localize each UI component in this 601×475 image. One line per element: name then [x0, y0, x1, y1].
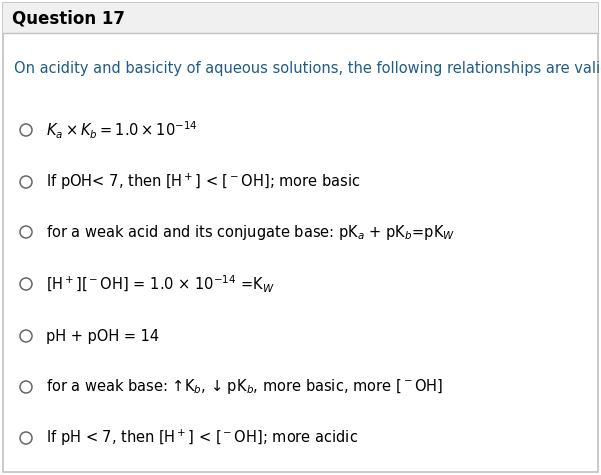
Bar: [3, 3, 598, 33]
Text: If pOH< 7, then [H$^+$] < [$^-$OH]; more basic: If pOH< 7, then [H$^+$] < [$^-$OH]; more…: [46, 172, 361, 192]
Text: On acidity and basicity of aqueous solutions, the following relationships are va: On acidity and basicity of aqueous solut…: [14, 60, 601, 76]
Text: [H$^+$][$^-$OH] = 1.0 × 10$^{-14}$ =K$_W$: [H$^+$][$^-$OH] = 1.0 × 10$^{-14}$ =K$_W…: [46, 274, 275, 294]
Text: $K_a \times K_b = 1.0 \times 10^{-14}$: $K_a \times K_b = 1.0 \times 10^{-14}$: [46, 119, 198, 141]
Text: pH + pOH = 14: pH + pOH = 14: [46, 329, 159, 343]
Text: Question 17: Question 17: [12, 9, 125, 27]
Text: If pH < 7, then [H$^+$] < [$^-$OH]; more acidic: If pH < 7, then [H$^+$] < [$^-$OH]; more…: [46, 428, 358, 448]
Text: for a weak acid and its conjugate base: pK$_a$ + pK$_b$=pK$_W$: for a weak acid and its conjugate base: …: [46, 222, 456, 241]
Text: for a weak base: ↑K$_b$, ↓ pK$_b$, more basic, more [$^-$OH]: for a weak base: ↑K$_b$, ↓ pK$_b$, more …: [46, 378, 443, 397]
